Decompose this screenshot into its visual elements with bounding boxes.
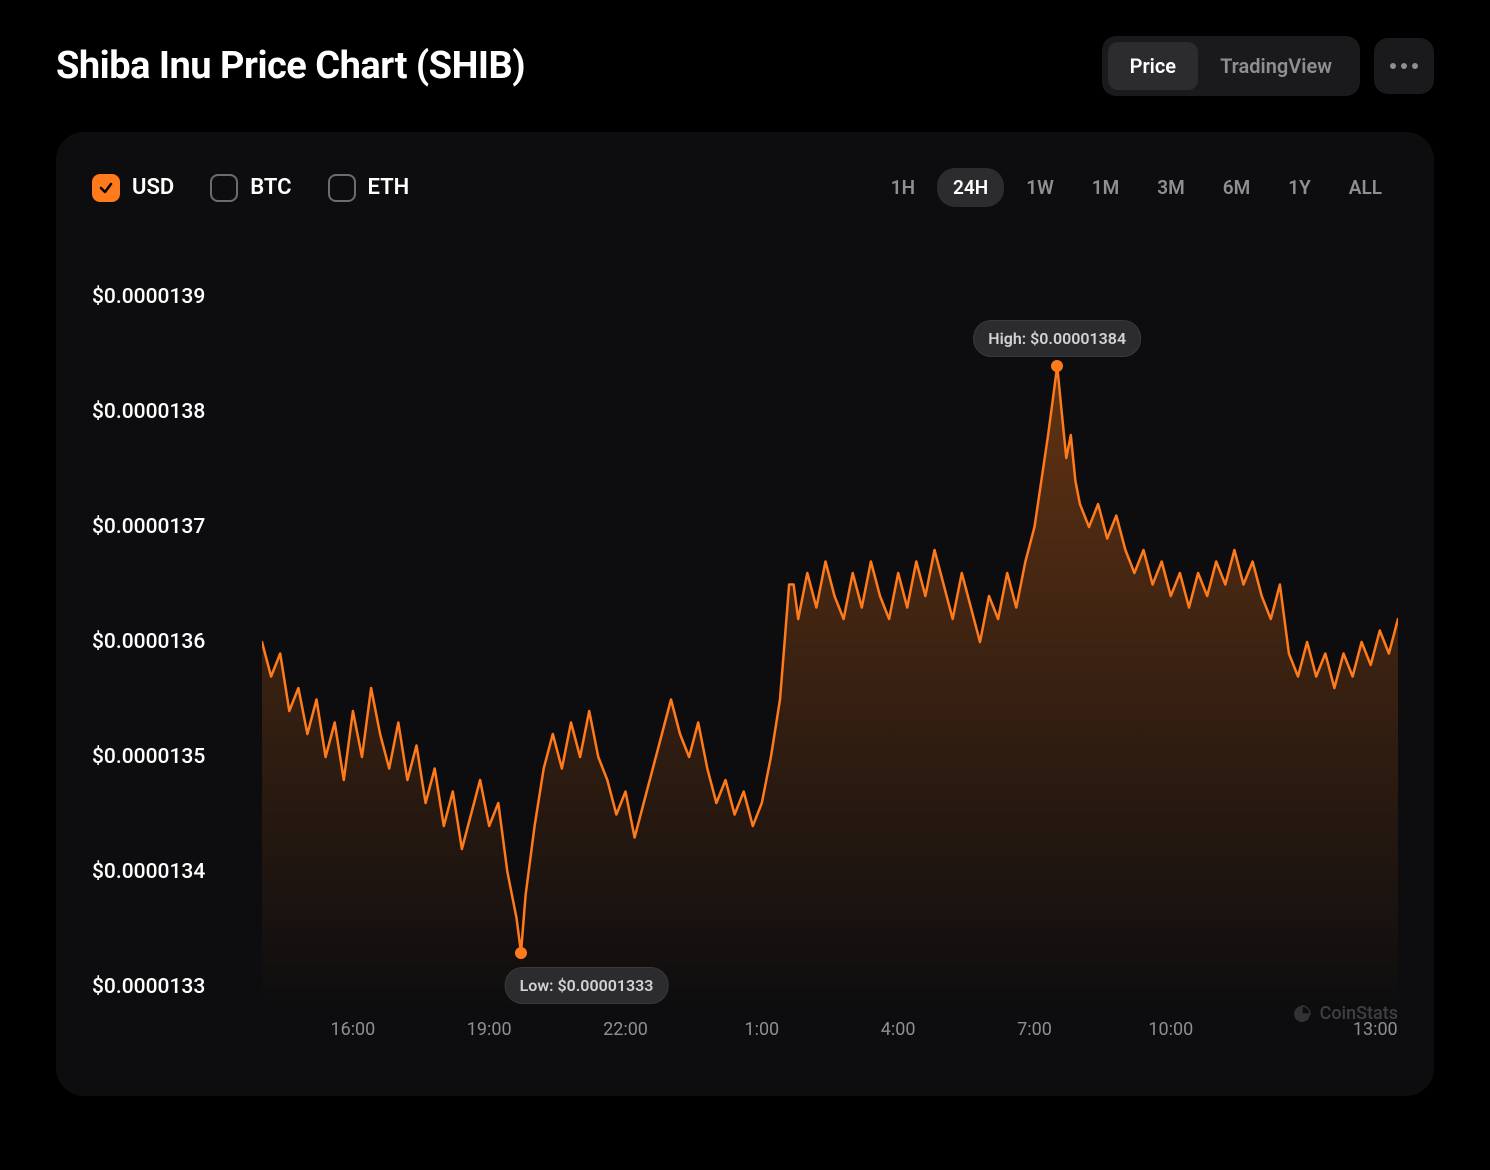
currency-eth[interactable]: ETH: [328, 174, 410, 202]
price-marker: [1051, 360, 1063, 372]
range-all[interactable]: ALL: [1333, 168, 1398, 207]
range-1y[interactable]: 1Y: [1272, 168, 1327, 207]
x-tick-label: 10:00: [1148, 1019, 1193, 1040]
header: Shiba Inu Price Chart (SHIB) PriceTradin…: [56, 36, 1434, 96]
y-tick-label: $0.0000134: [92, 860, 205, 884]
currency-usd[interactable]: USD: [92, 174, 174, 202]
plot[interactable]: Low: $0.00001333 High: $0.00001384: [262, 227, 1398, 1007]
x-tick-label: 22:00: [603, 1019, 648, 1040]
chart-card: USDBTCETH 1H24H1W1M3M6M1YALL $0.0000133$…: [56, 132, 1434, 1096]
currency-selector: USD BTC ETH: [92, 174, 409, 202]
more-menu-button[interactable]: [1374, 38, 1434, 94]
watermark-label: CoinStats: [1320, 1003, 1398, 1024]
range-6m[interactable]: 6M: [1207, 168, 1266, 207]
x-tick-label: 19:00: [467, 1019, 512, 1040]
checkbox-icon: [328, 174, 356, 202]
price-tooltip: High: $0.00001384: [973, 320, 1141, 357]
page-title: Shiba Inu Price Chart (SHIB): [56, 44, 525, 88]
currency-label: BTC: [250, 175, 291, 200]
range-1h[interactable]: 1H: [875, 168, 931, 207]
currency-label: USD: [132, 175, 174, 200]
checkbox-icon: [92, 174, 120, 202]
range-1w[interactable]: 1W: [1010, 168, 1070, 207]
y-tick-label: $0.0000139: [92, 285, 205, 309]
x-tick-label: 4:00: [881, 1019, 916, 1040]
price-tooltip: Low: $0.00001333: [505, 967, 669, 1004]
y-tick-label: $0.0000136: [92, 630, 205, 654]
checkbox-icon: [210, 174, 238, 202]
y-tick-label: $0.0000138: [92, 400, 205, 424]
coinstats-icon: [1292, 1004, 1312, 1024]
chart-area: $0.0000133 $0.0000134 $0.0000135 $0.0000136…: [92, 227, 1398, 1057]
tab-tradingview[interactable]: TradingView: [1198, 42, 1354, 90]
range-24h[interactable]: 24H: [937, 168, 1004, 207]
range-1m[interactable]: 1M: [1076, 168, 1135, 207]
x-axis: 16:0019:0022:001:004:007:0010:0013:00: [262, 1019, 1398, 1049]
y-tick-label: $0.0000133: [92, 975, 205, 999]
range-3m[interactable]: 3M: [1141, 168, 1200, 207]
watermark: CoinStats: [1292, 1003, 1398, 1024]
view-tabs: PriceTradingView: [1102, 36, 1360, 96]
currency-label: ETH: [368, 175, 410, 200]
y-axis: $0.0000133 $0.0000134 $0.0000135 $0.0000136…: [92, 227, 272, 1057]
ellipsis-icon: [1390, 63, 1396, 69]
price-marker: [515, 947, 527, 959]
currency-btc[interactable]: BTC: [210, 174, 291, 202]
y-tick-label: $0.0000137: [92, 515, 205, 539]
x-tick-label: 7:00: [1017, 1019, 1052, 1040]
x-tick-label: 1:00: [744, 1019, 779, 1040]
tab-price[interactable]: Price: [1108, 42, 1198, 90]
x-tick-label: 16:00: [330, 1019, 375, 1040]
y-tick-label: $0.0000135: [92, 745, 205, 769]
range-selector: 1H24H1W1M3M6M1YALL: [875, 168, 1398, 207]
